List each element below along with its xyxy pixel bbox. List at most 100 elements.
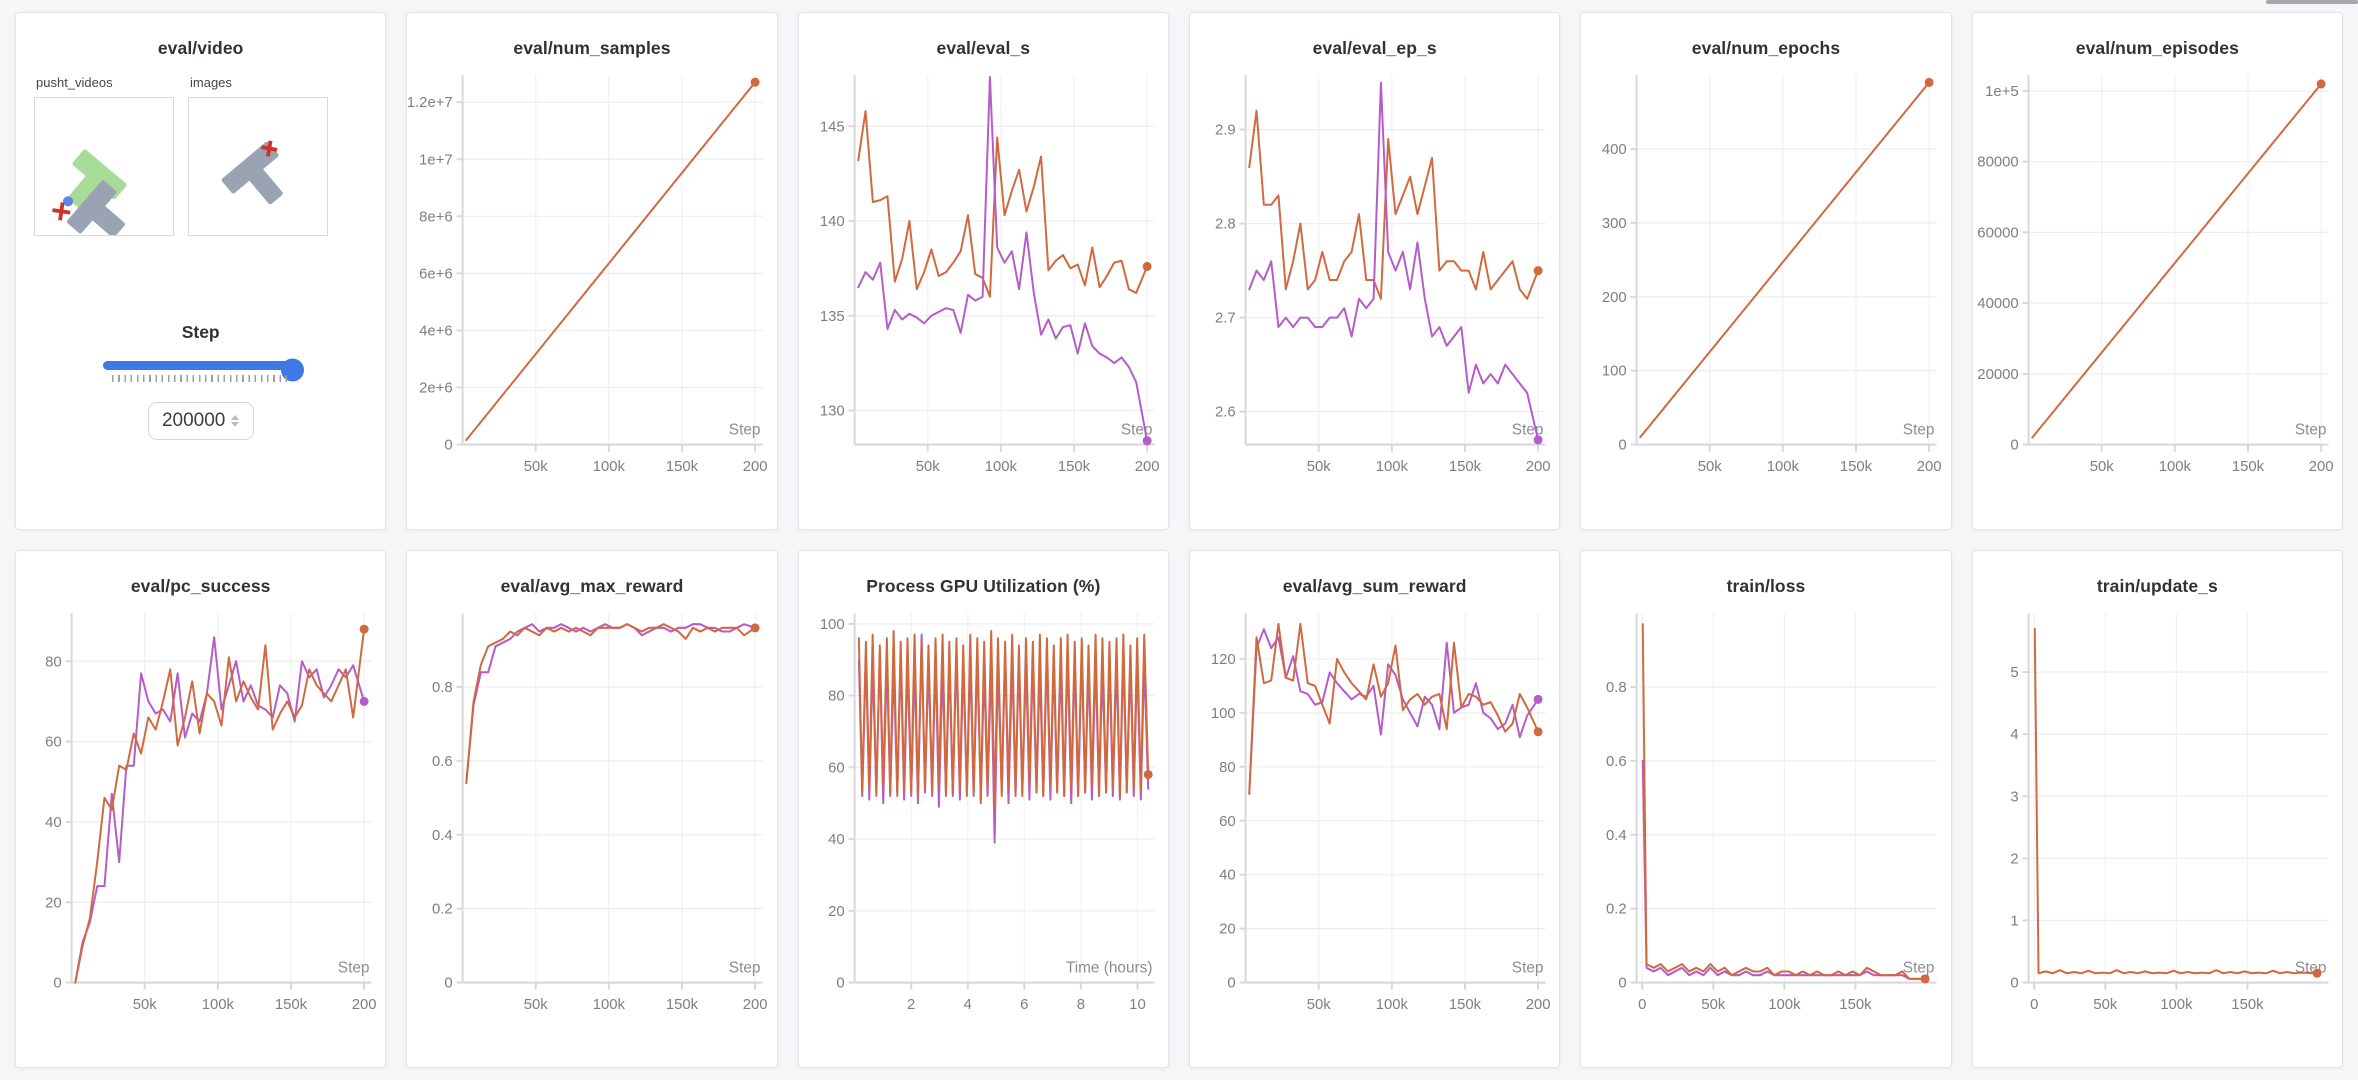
tick-label: 150k: [1449, 458, 1482, 475]
tick-label: 2: [2010, 850, 2018, 867]
tick-label: 8e+6: [419, 208, 453, 225]
series-line-orange: [465, 81, 757, 442]
number-spinner: [231, 415, 240, 427]
tick-label: 150k: [666, 458, 699, 475]
slider-track[interactable]: [102, 358, 304, 382]
chart-plot[interactable]: 0 0.2 0.4 0.6 0.8 50k 100k 150k 200 Step: [407, 605, 776, 1029]
chart-title: Process GPU Utilization (%): [866, 576, 1101, 596]
tick-label: 50k: [524, 996, 548, 1013]
spinner-down-icon[interactable]: [231, 422, 240, 427]
chart-plot[interactable]: 0 0.2 0.4 0.6 0.8 0 50k 100k 150k Step: [1581, 605, 1950, 1029]
step-slider[interactable]: [102, 356, 304, 386]
panel-eval-num-episodes[interactable]: eval/num_episodes 0 20000 40000 60000 80000 1e…: [1971, 12, 2343, 530]
series-end-dot-orange: [1920, 974, 1930, 984]
chart-plot[interactable]: 0 2e+6 4e+6 6e+6 8e+6 1e+7 1.2e+7 50k 100k 150k 20…: [407, 67, 776, 491]
media-thumb-pusht-videos: pusht_videos: [34, 75, 174, 236]
slider-label: Step: [181, 322, 220, 342]
chart-plot[interactable]: 130 135 140 145 50k 100k 150k 200 Step: [799, 67, 1168, 491]
axis-label: Step: [338, 959, 370, 976]
tick-label: 150k: [1449, 996, 1482, 1013]
panel-train-update-s[interactable]: train/update_s 0 1 2 3 4 5 0 50k 100k 150k Step: [1971, 550, 2343, 1068]
tick-label: 80000: [1977, 154, 2018, 171]
tick-label: 60000: [1977, 224, 2018, 241]
panel-eval-eval-s[interactable]: eval/eval_s 130 135 140 145 50k 100k 150k 200 Ste…: [797, 12, 1169, 530]
series-line-orange: [856, 110, 1148, 298]
tick-label: 400: [1602, 141, 1627, 158]
thumb-label: pusht_videos: [36, 75, 113, 90]
series-end-dot-purple: [1533, 435, 1543, 445]
tick-label: 130: [820, 402, 845, 419]
panel-eval-pc-success[interactable]: eval/pc_success 0 20 40 60 80 50k 100k 150k 200 St…: [15, 550, 387, 1068]
tick-label: 6: [1020, 996, 1028, 1013]
panel-eval-avg-max-reward[interactable]: eval/avg_max_reward 0 0.2 0.4 0.6 0.8 50k 100k 1…: [406, 550, 778, 1068]
tick-label: 1.2e+7: [407, 94, 453, 111]
tick-label: 1e+5: [1985, 83, 2019, 100]
tick-label: 0.6: [432, 753, 453, 770]
tick-label: 50k: [2089, 458, 2113, 475]
agent-dot: [63, 196, 74, 207]
tick-label: 1e+7: [419, 151, 453, 168]
tick-label: 100: [820, 616, 845, 633]
panel-process-gpu-utilization[interactable]: Process GPU Utilization (%) 0 20 40 60 80 100 2…: [797, 550, 1169, 1068]
panel-eval-num-epochs[interactable]: eval/num_epochs 0 100 200 300 400 50k 100k 150k 2…: [1580, 12, 1952, 530]
axis-label: Step: [1903, 421, 1935, 438]
panel-eval-eval-ep-s[interactable]: eval/eval_ep_s 2.6 2.7 2.8 2.9 50k 100k 150k 200…: [1189, 12, 1561, 530]
chart-title: eval/pc_success: [130, 576, 271, 596]
panel-eval-num-samples[interactable]: eval/num_samples 0 2e+6 4e+6 6e+6 8e+6 1e+7 1.2…: [406, 12, 778, 530]
step-value: 200000: [161, 410, 226, 431]
panel-train-loss[interactable]: train/loss 0 0.2 0.4 0.6 0.8 0 50k 100k 150k Step: [1580, 550, 1952, 1068]
chart-title: eval/eval_s: [936, 38, 1031, 58]
tick-label: 40: [45, 814, 62, 831]
scrollbar-thumb[interactable]: [2266, 0, 2358, 4]
series-line-orange: [857, 630, 1149, 808]
chart-plot[interactable]: 0 20000 40000 60000 80000 1e+5 50k 100k 150k 200 S…: [1973, 67, 2342, 491]
panel-eval-video[interactable]: eval/video pusht_videos: [15, 12, 387, 530]
step-control: Step 200000: [16, 322, 385, 440]
chart-plot[interactable]: 0 20 40 60 80 100 120 50k 100k 150k 200 Step: [1190, 605, 1559, 1029]
tick-label: 0: [1638, 996, 1646, 1013]
tick-label: 6e+6: [419, 265, 453, 282]
tick-label: 200: [352, 996, 377, 1013]
tick-label: 2: [907, 996, 915, 1013]
tick-label: 150k: [666, 996, 699, 1013]
slider-ticks: [111, 375, 292, 382]
tick-label: 100: [1602, 363, 1627, 380]
tick-label: 50k: [915, 458, 939, 475]
tick-label: 135: [820, 308, 845, 325]
tick-label: 80: [828, 688, 845, 705]
tick-label: 0.4: [1606, 827, 1627, 844]
tick-label: 100k: [2158, 458, 2191, 475]
tick-label: 140: [820, 213, 845, 230]
media-thumb-images: images: [188, 75, 328, 236]
tick-label: 100k: [984, 458, 1017, 475]
tick-label: 200: [1526, 996, 1551, 1013]
axis-label: Step: [1903, 959, 1935, 976]
panel-eval-avg-sum-reward[interactable]: eval/avg_sum_reward 0 20 40 60 80 100 120 50k 100…: [1189, 550, 1561, 1068]
tick-label: 20000: [1977, 366, 2018, 383]
tick-label: 0: [836, 975, 844, 992]
tick-label: 2e+6: [419, 379, 453, 396]
chart-plot[interactable]: 0 20 40 60 80 100 2 4 6 8 10 Time (hours): [799, 605, 1168, 1029]
tick-label: 0: [53, 975, 61, 992]
tick-label: 40: [828, 831, 845, 848]
series-end-dot-orange: [2316, 79, 2326, 89]
chart-title: train/update_s: [2096, 576, 2218, 596]
step-input[interactable]: 200000: [147, 402, 254, 440]
series-end-dot-orange: [2312, 968, 2322, 978]
series-end-dot-orange: [359, 624, 369, 634]
tick-label: 150k: [275, 996, 308, 1013]
chart-plot[interactable]: 0 20 40 60 80 50k 100k 150k 200 Step: [16, 605, 385, 1029]
tick-label: 2.9: [1215, 122, 1236, 139]
tick-label: 150k: [1840, 458, 1873, 475]
tick-label: 100k: [202, 996, 235, 1013]
tick-label: 150k: [2232, 458, 2265, 475]
tick-label: 120: [1211, 651, 1236, 668]
chart-plot[interactable]: 0 100 200 300 400 50k 100k 150k 200 Step: [1581, 67, 1950, 491]
tick-label: 40000: [1977, 295, 2018, 312]
axis-label: Step: [1512, 959, 1544, 976]
tick-label: 40: [1219, 867, 1236, 884]
spinner-up-icon[interactable]: [231, 415, 240, 420]
tick-label: 50k: [133, 996, 157, 1013]
